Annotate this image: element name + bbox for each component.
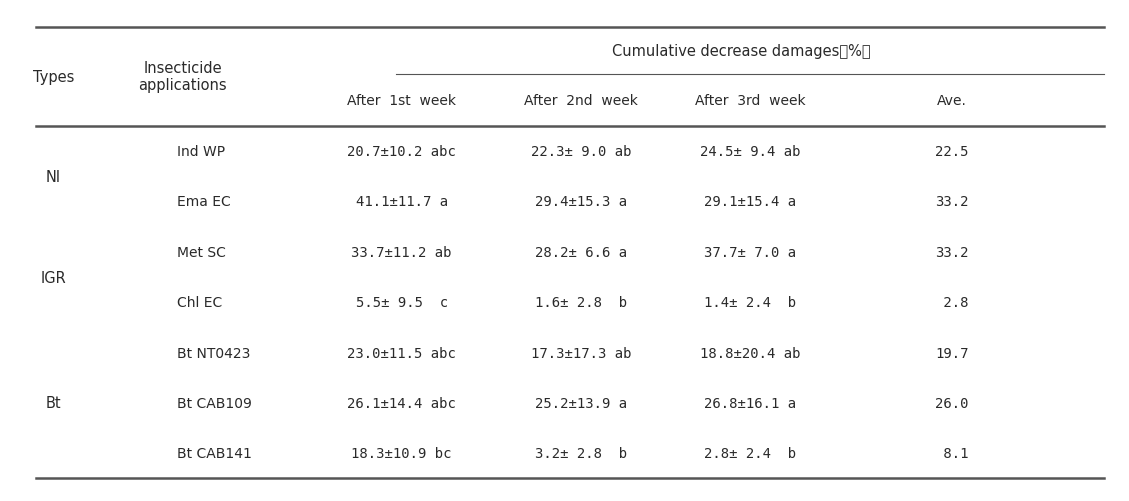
Text: 22.5: 22.5 xyxy=(935,145,969,159)
Text: 5.5± 9.5  c: 5.5± 9.5 c xyxy=(356,296,448,310)
Text: Insecticide
applications: Insecticide applications xyxy=(138,61,227,93)
Text: Met SC: Met SC xyxy=(177,245,226,260)
Text: Types: Types xyxy=(33,70,75,85)
Text: 29.4±15.3 a: 29.4±15.3 a xyxy=(535,195,628,209)
Text: After  3rd  week: After 3rd week xyxy=(694,94,805,108)
Text: 19.7: 19.7 xyxy=(935,346,969,360)
Text: 33.2: 33.2 xyxy=(935,195,969,209)
Text: Bt CAB141: Bt CAB141 xyxy=(177,446,252,460)
Text: 26.0: 26.0 xyxy=(935,396,969,410)
Text: Bt: Bt xyxy=(45,396,61,410)
Text: Bt NT0423: Bt NT0423 xyxy=(177,346,251,360)
Text: Bt CAB109: Bt CAB109 xyxy=(177,396,252,410)
Text: 29.1±15.4 a: 29.1±15.4 a xyxy=(703,195,796,209)
Text: 26.8±16.1 a: 26.8±16.1 a xyxy=(703,396,796,410)
Text: IGR: IGR xyxy=(41,270,67,285)
Text: 24.5± 9.4 ab: 24.5± 9.4 ab xyxy=(700,145,800,159)
Text: After  2nd  week: After 2nd week xyxy=(524,94,638,108)
Text: 18.8±20.4 ab: 18.8±20.4 ab xyxy=(700,346,800,360)
Text: 20.7±10.2 abc: 20.7±10.2 abc xyxy=(347,145,456,159)
Text: 33.2: 33.2 xyxy=(935,245,969,260)
Text: 22.3± 9.0 ab: 22.3± 9.0 ab xyxy=(531,145,631,159)
Text: Ave.: Ave. xyxy=(937,94,968,108)
Text: 2.8: 2.8 xyxy=(935,296,969,310)
Text: 1.6± 2.8  b: 1.6± 2.8 b xyxy=(535,296,628,310)
Text: 41.1±11.7 a: 41.1±11.7 a xyxy=(356,195,448,209)
Text: Ind WP: Ind WP xyxy=(177,145,225,159)
Text: 37.7± 7.0 a: 37.7± 7.0 a xyxy=(703,245,796,260)
Text: 23.0±11.5 abc: 23.0±11.5 abc xyxy=(347,346,456,360)
Text: Chl EC: Chl EC xyxy=(177,296,222,310)
Text: 17.3±17.3 ab: 17.3±17.3 ab xyxy=(531,346,631,360)
Text: 26.1±14.4 abc: 26.1±14.4 abc xyxy=(347,396,456,410)
Text: After  1st  week: After 1st week xyxy=(347,94,456,108)
Text: 8.1: 8.1 xyxy=(935,446,969,460)
Text: 1.4± 2.4  b: 1.4± 2.4 b xyxy=(703,296,796,310)
Text: NI: NI xyxy=(46,169,61,184)
Text: 33.7±11.2 ab: 33.7±11.2 ab xyxy=(351,245,452,260)
Text: 2.8± 2.4  b: 2.8± 2.4 b xyxy=(703,446,796,460)
Text: 25.2±13.9 a: 25.2±13.9 a xyxy=(535,396,628,410)
Text: Ema EC: Ema EC xyxy=(177,195,230,209)
Text: 28.2± 6.6 a: 28.2± 6.6 a xyxy=(535,245,628,260)
Text: 3.2± 2.8  b: 3.2± 2.8 b xyxy=(535,446,628,460)
Text: 18.3±10.9 bc: 18.3±10.9 bc xyxy=(351,446,452,460)
Text: Cumulative decrease damages（%）: Cumulative decrease damages（%） xyxy=(612,44,870,59)
